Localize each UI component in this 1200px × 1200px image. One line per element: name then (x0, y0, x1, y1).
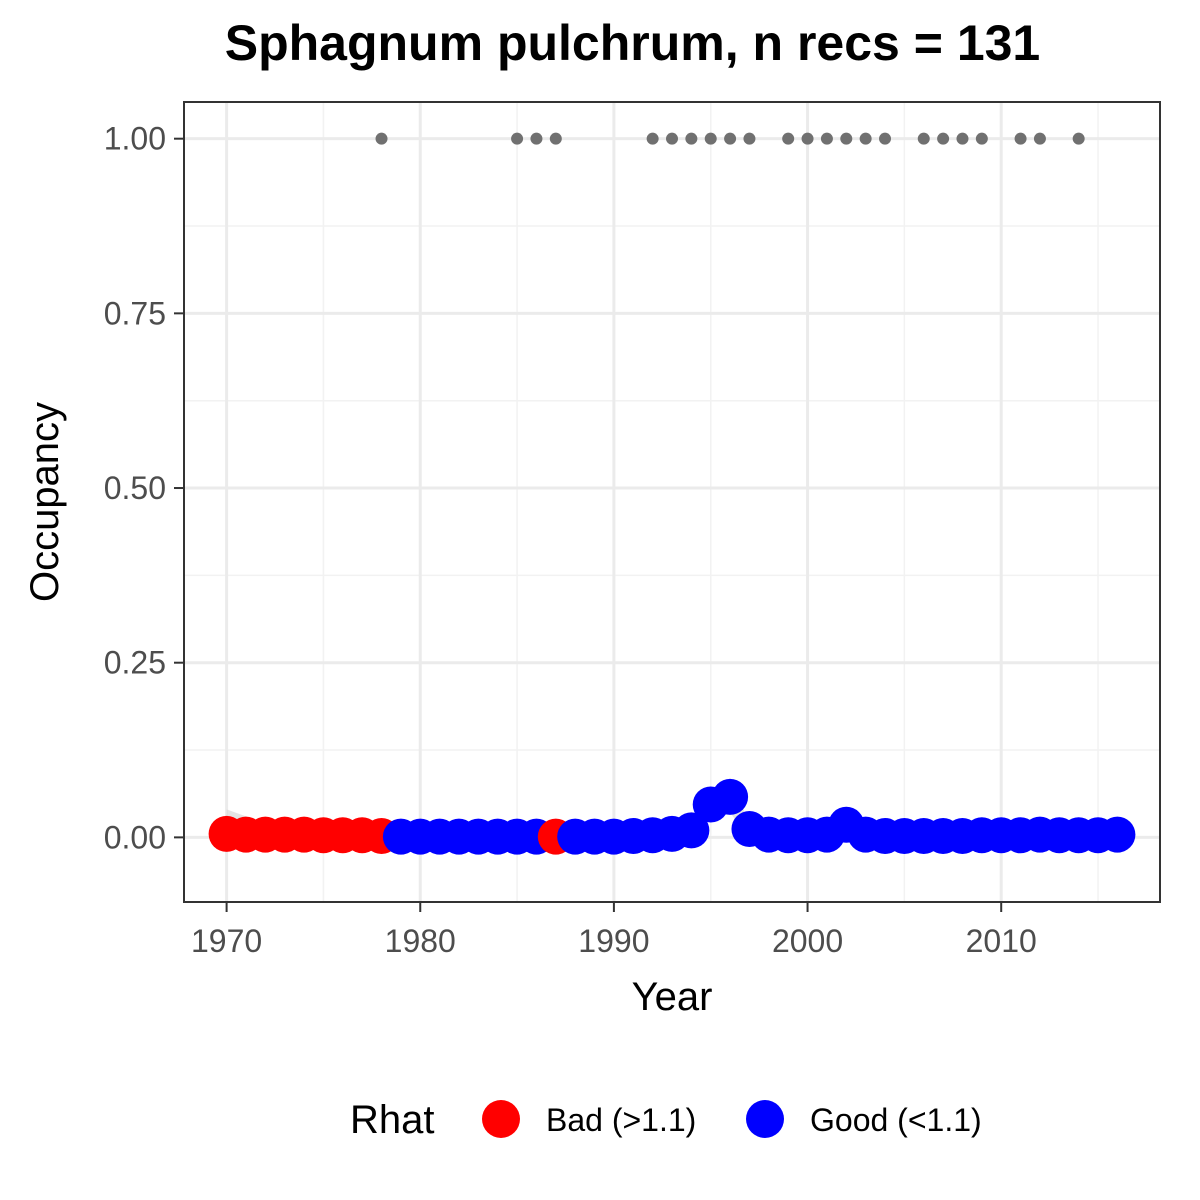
observation-point (704, 132, 717, 145)
observation-point (549, 132, 562, 145)
observation-point (975, 132, 988, 145)
good-rhat-point (673, 812, 710, 849)
panel-border (183, 101, 1161, 903)
legend-key-bad (482, 1100, 520, 1138)
observation-point (685, 132, 698, 145)
observation-point (530, 132, 543, 145)
observation-point (1014, 132, 1027, 145)
good-rhat-point (1099, 816, 1136, 853)
observation-point (743, 132, 756, 145)
x-axis-title: Year (632, 975, 713, 1019)
legend-label-good: Good (<1.1) (810, 1102, 982, 1138)
x-tick-label: 2010 (966, 923, 1037, 959)
y-tick-label: 0.00 (104, 819, 166, 855)
y-tick-label: 0.25 (104, 645, 166, 681)
y-axis-title: Occupancy (23, 402, 67, 602)
x-tick-label: 1990 (578, 923, 649, 959)
observation-point (511, 132, 524, 145)
observation-point (782, 132, 795, 145)
observation-point (820, 132, 833, 145)
observation-point (724, 132, 737, 145)
legend-label-bad: Bad (>1.1) (546, 1102, 697, 1138)
y-tick-label: 1.00 (104, 121, 166, 157)
observation-point (859, 132, 872, 145)
chart-title: Sphagnum pulchrum, n recs = 131 (224, 15, 1041, 71)
legend-title: Rhat (350, 1098, 435, 1142)
good-rhat-point (712, 778, 749, 815)
observation-point (937, 132, 950, 145)
grid-layer (184, 102, 1160, 902)
observation-points (375, 132, 1085, 145)
observation-point (840, 132, 853, 145)
observation-point (801, 132, 814, 145)
observation-point (956, 132, 969, 145)
y-tick-label: 0.75 (104, 295, 166, 331)
x-tick-label: 2000 (772, 923, 843, 959)
occupancy-series (208, 778, 1136, 855)
legend: Rhat Bad (>1.1) Good (<1.1) (0, 1090, 1200, 1150)
legend-key-good (746, 1100, 784, 1138)
x-tick-label: 1970 (191, 923, 262, 959)
x-tick-label: 1980 (385, 923, 456, 959)
chart-plot: 0.00 0.25 0.50 0.75 1.00 1970 1980 1990 2000 2010… (23, 101, 1161, 1019)
observation-point (666, 132, 678, 145)
axes: 0.00 0.25 0.50 0.75 1.00 1970 1980 1990 2000 2010 (104, 121, 1037, 959)
observation-point (646, 132, 659, 145)
observation-point (879, 132, 892, 145)
observation-point (1033, 132, 1046, 145)
y-tick-label: 0.50 (104, 470, 166, 506)
observation-point (917, 132, 930, 145)
observation-point (375, 132, 388, 145)
observation-point (1072, 132, 1085, 145)
